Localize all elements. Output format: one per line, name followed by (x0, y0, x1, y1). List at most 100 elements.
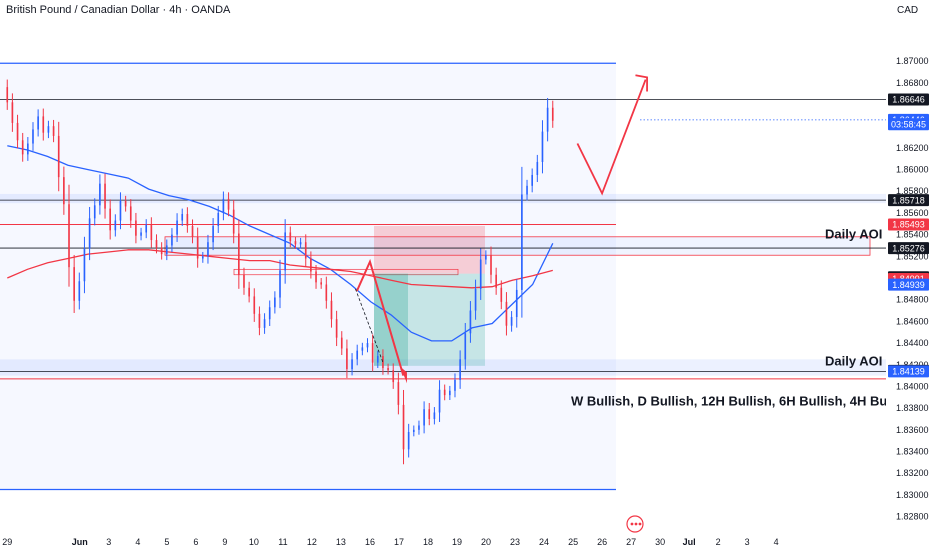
candle (160, 242, 163, 260)
candle (176, 213, 178, 242)
price-tick-label: 1.83000 (896, 490, 929, 500)
price-tick-label: 1.85200 (896, 251, 929, 261)
time-tick-label: 27 (626, 537, 636, 547)
candle-body (304, 242, 307, 259)
candle (16, 114, 19, 149)
price-label-bg (888, 118, 929, 131)
candle-body (443, 389, 446, 396)
candle-body (464, 333, 467, 360)
candle (124, 195, 127, 212)
candle-body (181, 214, 184, 221)
price-label-text: 1.85493 (892, 220, 925, 230)
time-axis[interactable]: 29 Jun 3 4 5 6 9 10 11 12 13 16 17 18 19 20 23 24 25 26 27 30… (2, 537, 778, 547)
candle (73, 254, 75, 313)
candle (438, 380, 441, 422)
candle (464, 323, 467, 370)
time-tick-label: 25 (568, 537, 578, 547)
candle (351, 353, 353, 376)
candle-body (93, 205, 96, 219)
candle (68, 184, 70, 287)
candle (310, 251, 312, 279)
candle-body (6, 87, 9, 103)
candle (104, 173, 106, 219)
candle-body (340, 337, 343, 349)
candle-body (212, 225, 214, 243)
candle (376, 350, 379, 369)
candle (232, 199, 235, 244)
price-label-bg (888, 365, 929, 378)
candle-body (387, 368, 389, 371)
candle (387, 363, 389, 375)
candle-body (438, 389, 441, 413)
candle-body (474, 288, 477, 311)
candle (330, 292, 333, 328)
candle (227, 192, 230, 217)
time-tick-label: Jun (72, 537, 88, 547)
candle (500, 280, 503, 310)
candle (222, 191, 225, 221)
time-tick-label: 30 (655, 537, 665, 547)
price-axis[interactable]: 1.870001.868001.864001.862001.860001.858… (886, 0, 932, 550)
stop-loss-box (374, 225, 485, 274)
candle-body (521, 194, 523, 290)
price-label-bg (888, 93, 929, 106)
price-tick-label: 1.82800 (896, 512, 929, 522)
price-label: 1.84939 (888, 278, 929, 291)
candle-body (459, 359, 461, 380)
candle (325, 276, 328, 309)
candle-body (366, 343, 369, 348)
candle (443, 384, 446, 401)
price-label-text: 1.85276 (892, 243, 925, 253)
time-tick-label: 3 (106, 537, 111, 547)
level-lines (0, 62, 886, 491)
candle (93, 198, 96, 226)
time-tick-label: 19 (452, 537, 462, 547)
candle-body (191, 225, 194, 237)
candle (11, 93, 14, 132)
candle-body (310, 258, 312, 272)
candle (32, 122, 34, 151)
candle-body (515, 289, 518, 318)
candle (57, 121, 60, 192)
event-icon[interactable] (626, 515, 644, 533)
price-label: 1.85493 (888, 218, 929, 231)
candle (165, 239, 168, 261)
candle (279, 259, 281, 309)
price-tick-label: 1.84400 (896, 338, 929, 348)
arrow-head (400, 366, 407, 384)
candle (27, 137, 29, 161)
price-label-text: 1.84139 (892, 367, 925, 377)
candle (505, 292, 508, 336)
price-tick-label: 1.84600 (896, 316, 929, 326)
candle-body (268, 307, 271, 320)
price-tick-label: 1.87000 (896, 56, 929, 66)
candle (212, 218, 214, 251)
candle-body (11, 102, 14, 123)
candle-body (402, 404, 405, 450)
moving-average-line (7, 145, 554, 342)
candle-body (217, 212, 220, 226)
candle (42, 108, 45, 141)
time-tick-label: 3 (745, 537, 750, 547)
candle-body (320, 282, 323, 285)
candle-body (392, 370, 395, 383)
price-tick-label: 1.85800 (896, 186, 929, 196)
candle-body (135, 220, 137, 236)
time-tick-label: 11 (278, 537, 287, 547)
candle (88, 206, 91, 261)
candle (243, 267, 245, 295)
price-label: 1.85276 (888, 242, 929, 255)
candle-body (335, 319, 338, 338)
symbol-title[interactable]: British Pound / Canadian Dollar · 4h · O… (6, 4, 231, 16)
candle-body (155, 240, 158, 248)
price-tick-label: 1.83600 (896, 425, 929, 435)
candle-body (171, 234, 173, 246)
arrow-head (635, 74, 648, 92)
price-label-bg (888, 194, 929, 207)
candle (263, 313, 266, 334)
price-tick-label: 1.84000 (896, 381, 929, 391)
price-tick-label: 1.86000 (896, 165, 929, 175)
candle-body (207, 242, 209, 257)
price-label: 1.86646 (888, 93, 929, 106)
